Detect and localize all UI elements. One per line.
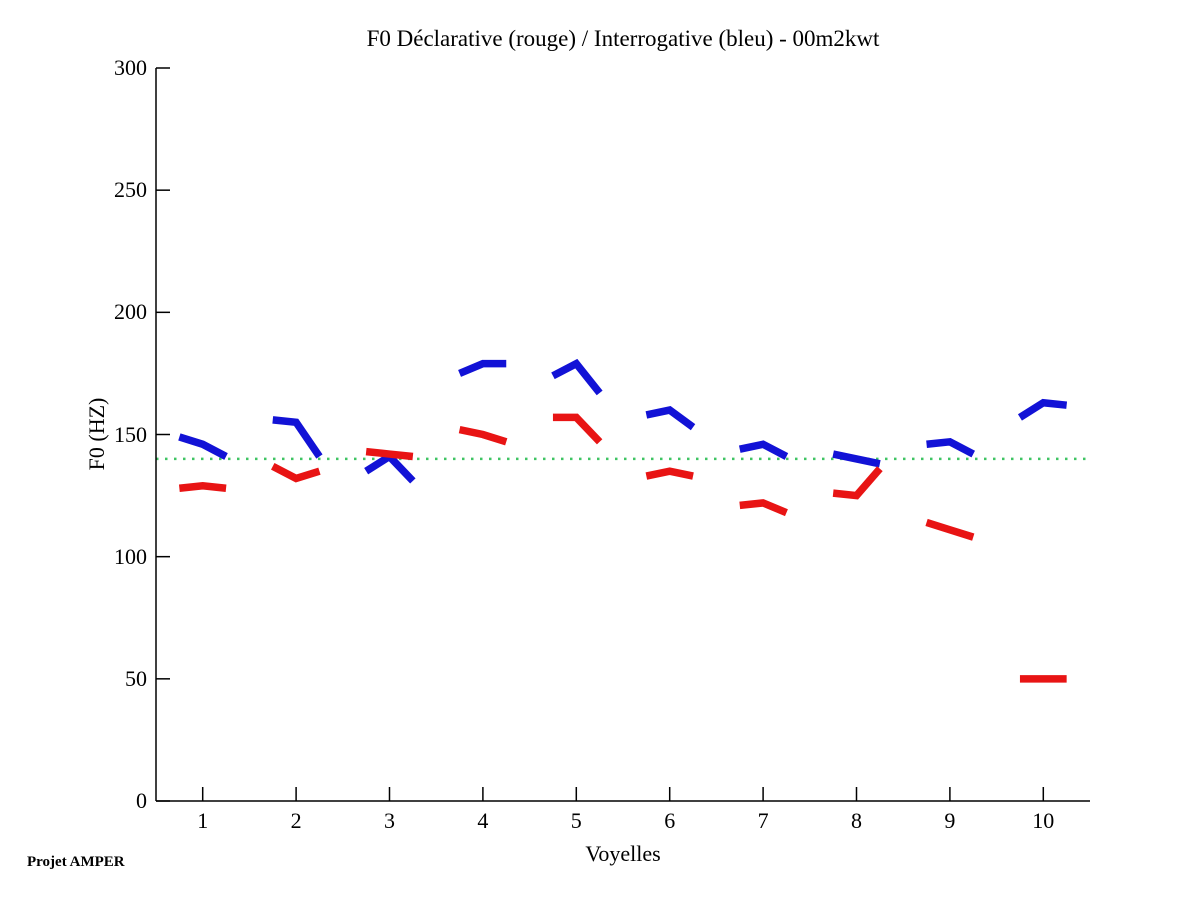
x-tick-label: 5 [570, 808, 582, 833]
y-tick-label: 150 [114, 421, 147, 447]
x-tick-label: 1 [197, 808, 209, 833]
y-tick-label: 200 [114, 299, 147, 325]
interrogative-segment [1017, 398, 1068, 421]
x-tick-label: 7 [757, 808, 769, 833]
y-tick-label: 250 [114, 177, 147, 203]
declarative-segment [925, 518, 975, 541]
declarative-segment [271, 462, 321, 483]
declarative-segment [739, 499, 788, 517]
y-tick-label: 300 [114, 55, 147, 80]
declarative-segment [178, 482, 227, 492]
x-tick-label: 8 [851, 808, 862, 833]
declarative-segment [365, 447, 414, 461]
chart-title: F0 Déclarative (rouge) / Interrogative (… [366, 26, 880, 51]
x-axis-label: Voyelles [585, 841, 661, 866]
declarative-segment [645, 467, 694, 480]
y-tick-label: 100 [114, 543, 147, 569]
declarative-segment [832, 466, 883, 500]
y-tick-label: 50 [125, 665, 147, 691]
y-tick-label: 0 [136, 788, 147, 813]
declarative-segment [458, 425, 508, 446]
x-tick-label: 6 [664, 808, 676, 833]
x-tick-label: 2 [290, 808, 302, 833]
interrogative-segment [178, 433, 228, 460]
x-tick-label: 4 [477, 808, 489, 833]
interrogative-segment [458, 359, 507, 377]
declarative-segment [552, 413, 603, 445]
interrogative-segment [738, 440, 789, 460]
x-tick-label: 9 [944, 808, 956, 833]
interrogative-segment [832, 450, 881, 468]
project-label: Projet AMPER [27, 854, 125, 870]
interrogative-segment [551, 358, 603, 396]
interrogative-segment [272, 416, 323, 459]
x-tick-label: 10 [1032, 808, 1055, 833]
interrogative-segment [926, 437, 975, 458]
x-tick-label: 3 [384, 808, 395, 833]
interrogative-segment [645, 406, 696, 431]
